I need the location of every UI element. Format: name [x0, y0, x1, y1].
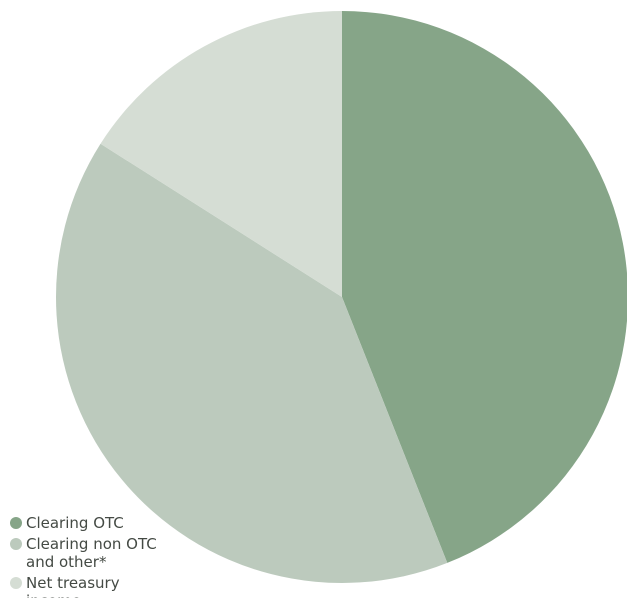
pie-slice-net-treasury-income: [100, 11, 342, 297]
legend-item-clearing-otc: Clearing OTC: [10, 514, 166, 532]
pie-slice-clearing-non-otc: [56, 143, 448, 583]
legend-label: Net treasury income: [26, 574, 120, 598]
legend-item-net-treasury-income: Net treasury income: [10, 574, 166, 598]
legend: Clearing OTC Clearing non OTC and other*…: [10, 514, 166, 598]
legend-label: Clearing OTC: [26, 514, 124, 532]
pie-slice-clearing-otc: [342, 11, 627, 563]
legend-label: Clearing non OTC and other*: [26, 535, 157, 571]
legend-swatch-clearing-non-otc: [10, 538, 22, 550]
legend-swatch-clearing-otc: [10, 517, 22, 529]
legend-swatch-net-treasury-income: [10, 577, 22, 589]
legend-item-clearing-non-otc: Clearing non OTC and other*: [10, 535, 166, 571]
